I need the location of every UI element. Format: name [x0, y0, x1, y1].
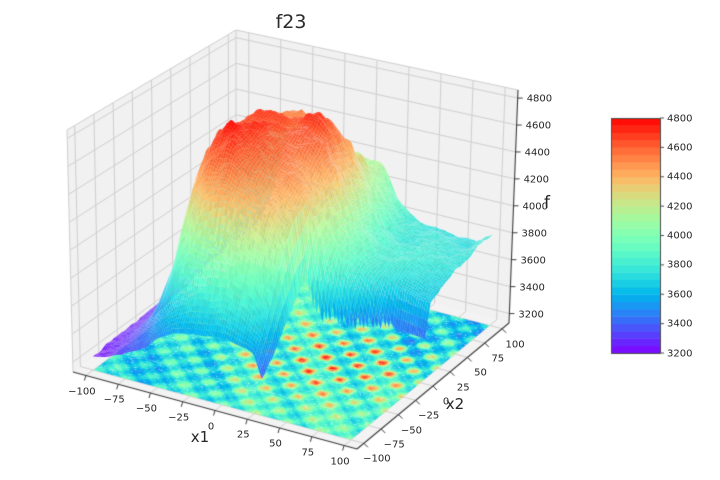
surface-plot-canvas	[0, 0, 720, 480]
figure-f23: f23 x1 x2 f −100 −75 −50 −25 0 25 50 75 100 −100−…	[0, 0, 720, 480]
